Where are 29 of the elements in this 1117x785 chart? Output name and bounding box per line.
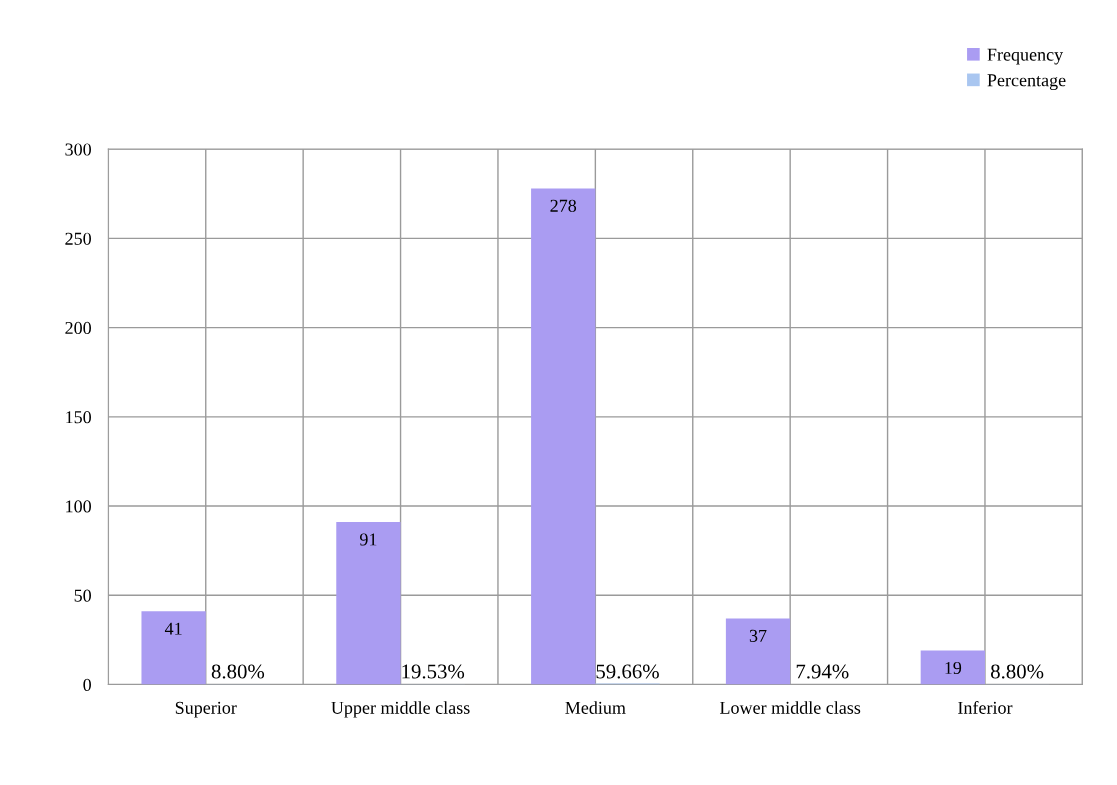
data-label: 91: [359, 533, 377, 546]
y-tick-label: 100: [66, 500, 91, 513]
legend-label: Percentage: [987, 74, 1066, 91]
data-label: 59.66%: [596, 664, 659, 679]
x-tick-label: Lower middle class: [719, 701, 861, 714]
y-tick-label: 0: [83, 678, 91, 691]
x-tick-label: Superior: [175, 701, 237, 718]
bar: [725, 618, 791, 685]
data-label: 8.80%: [991, 664, 1044, 679]
data-label: 37: [749, 629, 767, 642]
bar: [336, 522, 401, 685]
y-tick-label: 150: [66, 411, 91, 424]
data-label: 7.94%: [796, 664, 849, 679]
y-tick-label: 250: [65, 232, 91, 245]
x-tick-label: Medium: [565, 701, 626, 714]
bar: [920, 650, 985, 685]
data-label: 19: [945, 661, 962, 675]
bar: [531, 188, 596, 685]
y-tick-label: 200: [65, 321, 91, 335]
y-tick-label: 300: [65, 143, 91, 156]
legend-label: Frequency: [987, 48, 1064, 65]
bar: [141, 611, 206, 685]
x-tick-label: Upper middle class: [331, 701, 470, 718]
data-label: 8.80%: [211, 664, 265, 679]
data-label: 19.53%: [402, 664, 465, 679]
data-label: 278: [550, 199, 577, 212]
x-tick-label: Inferior: [958, 701, 1013, 714]
y-tick-label: 50: [74, 589, 91, 602]
data-label: 41: [164, 622, 182, 635]
